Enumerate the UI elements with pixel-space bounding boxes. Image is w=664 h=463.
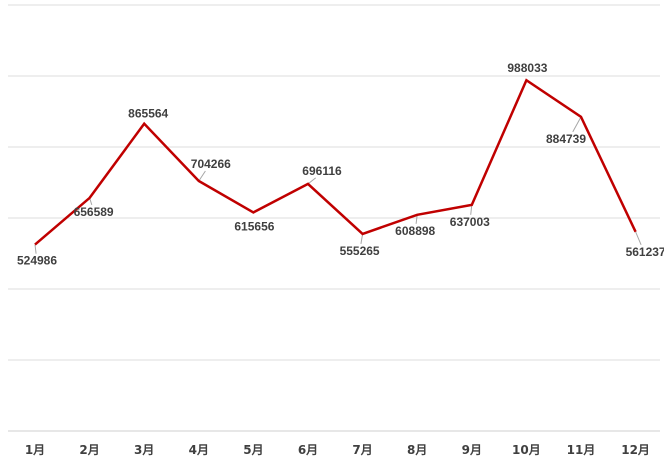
label-leader-line: [572, 116, 582, 133]
x-tick-label: 7月: [352, 443, 372, 457]
label-leader-line: [470, 204, 473, 215]
x-tick-label: 8月: [407, 443, 427, 457]
x-axis-tick-labels: 1月 2月 3月 4月 5月 6月 7月 8月 9月 10月 11月 12月: [25, 443, 650, 457]
label-leader-line: [307, 177, 317, 185]
data-label: 615656: [234, 219, 274, 233]
x-tick-label: 12月: [621, 443, 650, 457]
data-label: 696116: [302, 164, 342, 178]
label-leader-line: [198, 170, 206, 182]
x-tick-label: 10月: [512, 443, 541, 457]
label-leader-lines: [34, 116, 642, 254]
x-tick-label: 5月: [243, 443, 263, 457]
data-labels: 524986 656589 865564 704266 615656 696116 5552…: [17, 61, 664, 267]
data-label: 555265: [340, 244, 380, 258]
label-leader-line: [415, 214, 418, 224]
x-tick-label: 1月: [25, 443, 45, 457]
x-tick-label: 3月: [134, 443, 154, 457]
x-tick-label: 6月: [298, 443, 318, 457]
data-label: 637003: [450, 215, 490, 229]
x-tick-label: 2月: [79, 443, 99, 457]
series-line: [34, 78, 637, 246]
data-label: 704266: [191, 157, 231, 171]
data-label: 608898: [395, 224, 435, 238]
gridlines: [8, 4, 660, 432]
x-tick-label: 4月: [189, 443, 209, 457]
x-tick-label: 9月: [462, 443, 482, 457]
data-label: 656589: [74, 205, 114, 219]
x-tick-label: 11月: [567, 443, 596, 457]
label-leader-line: [635, 231, 642, 245]
data-label: 865564: [128, 107, 168, 121]
data-label: 988033: [507, 61, 547, 75]
data-label: 884739: [546, 132, 586, 146]
label-leader-line: [34, 244, 37, 254]
data-label: 524986: [17, 254, 57, 268]
label-leader-line: [360, 233, 364, 244]
data-label: 561237: [626, 245, 664, 259]
